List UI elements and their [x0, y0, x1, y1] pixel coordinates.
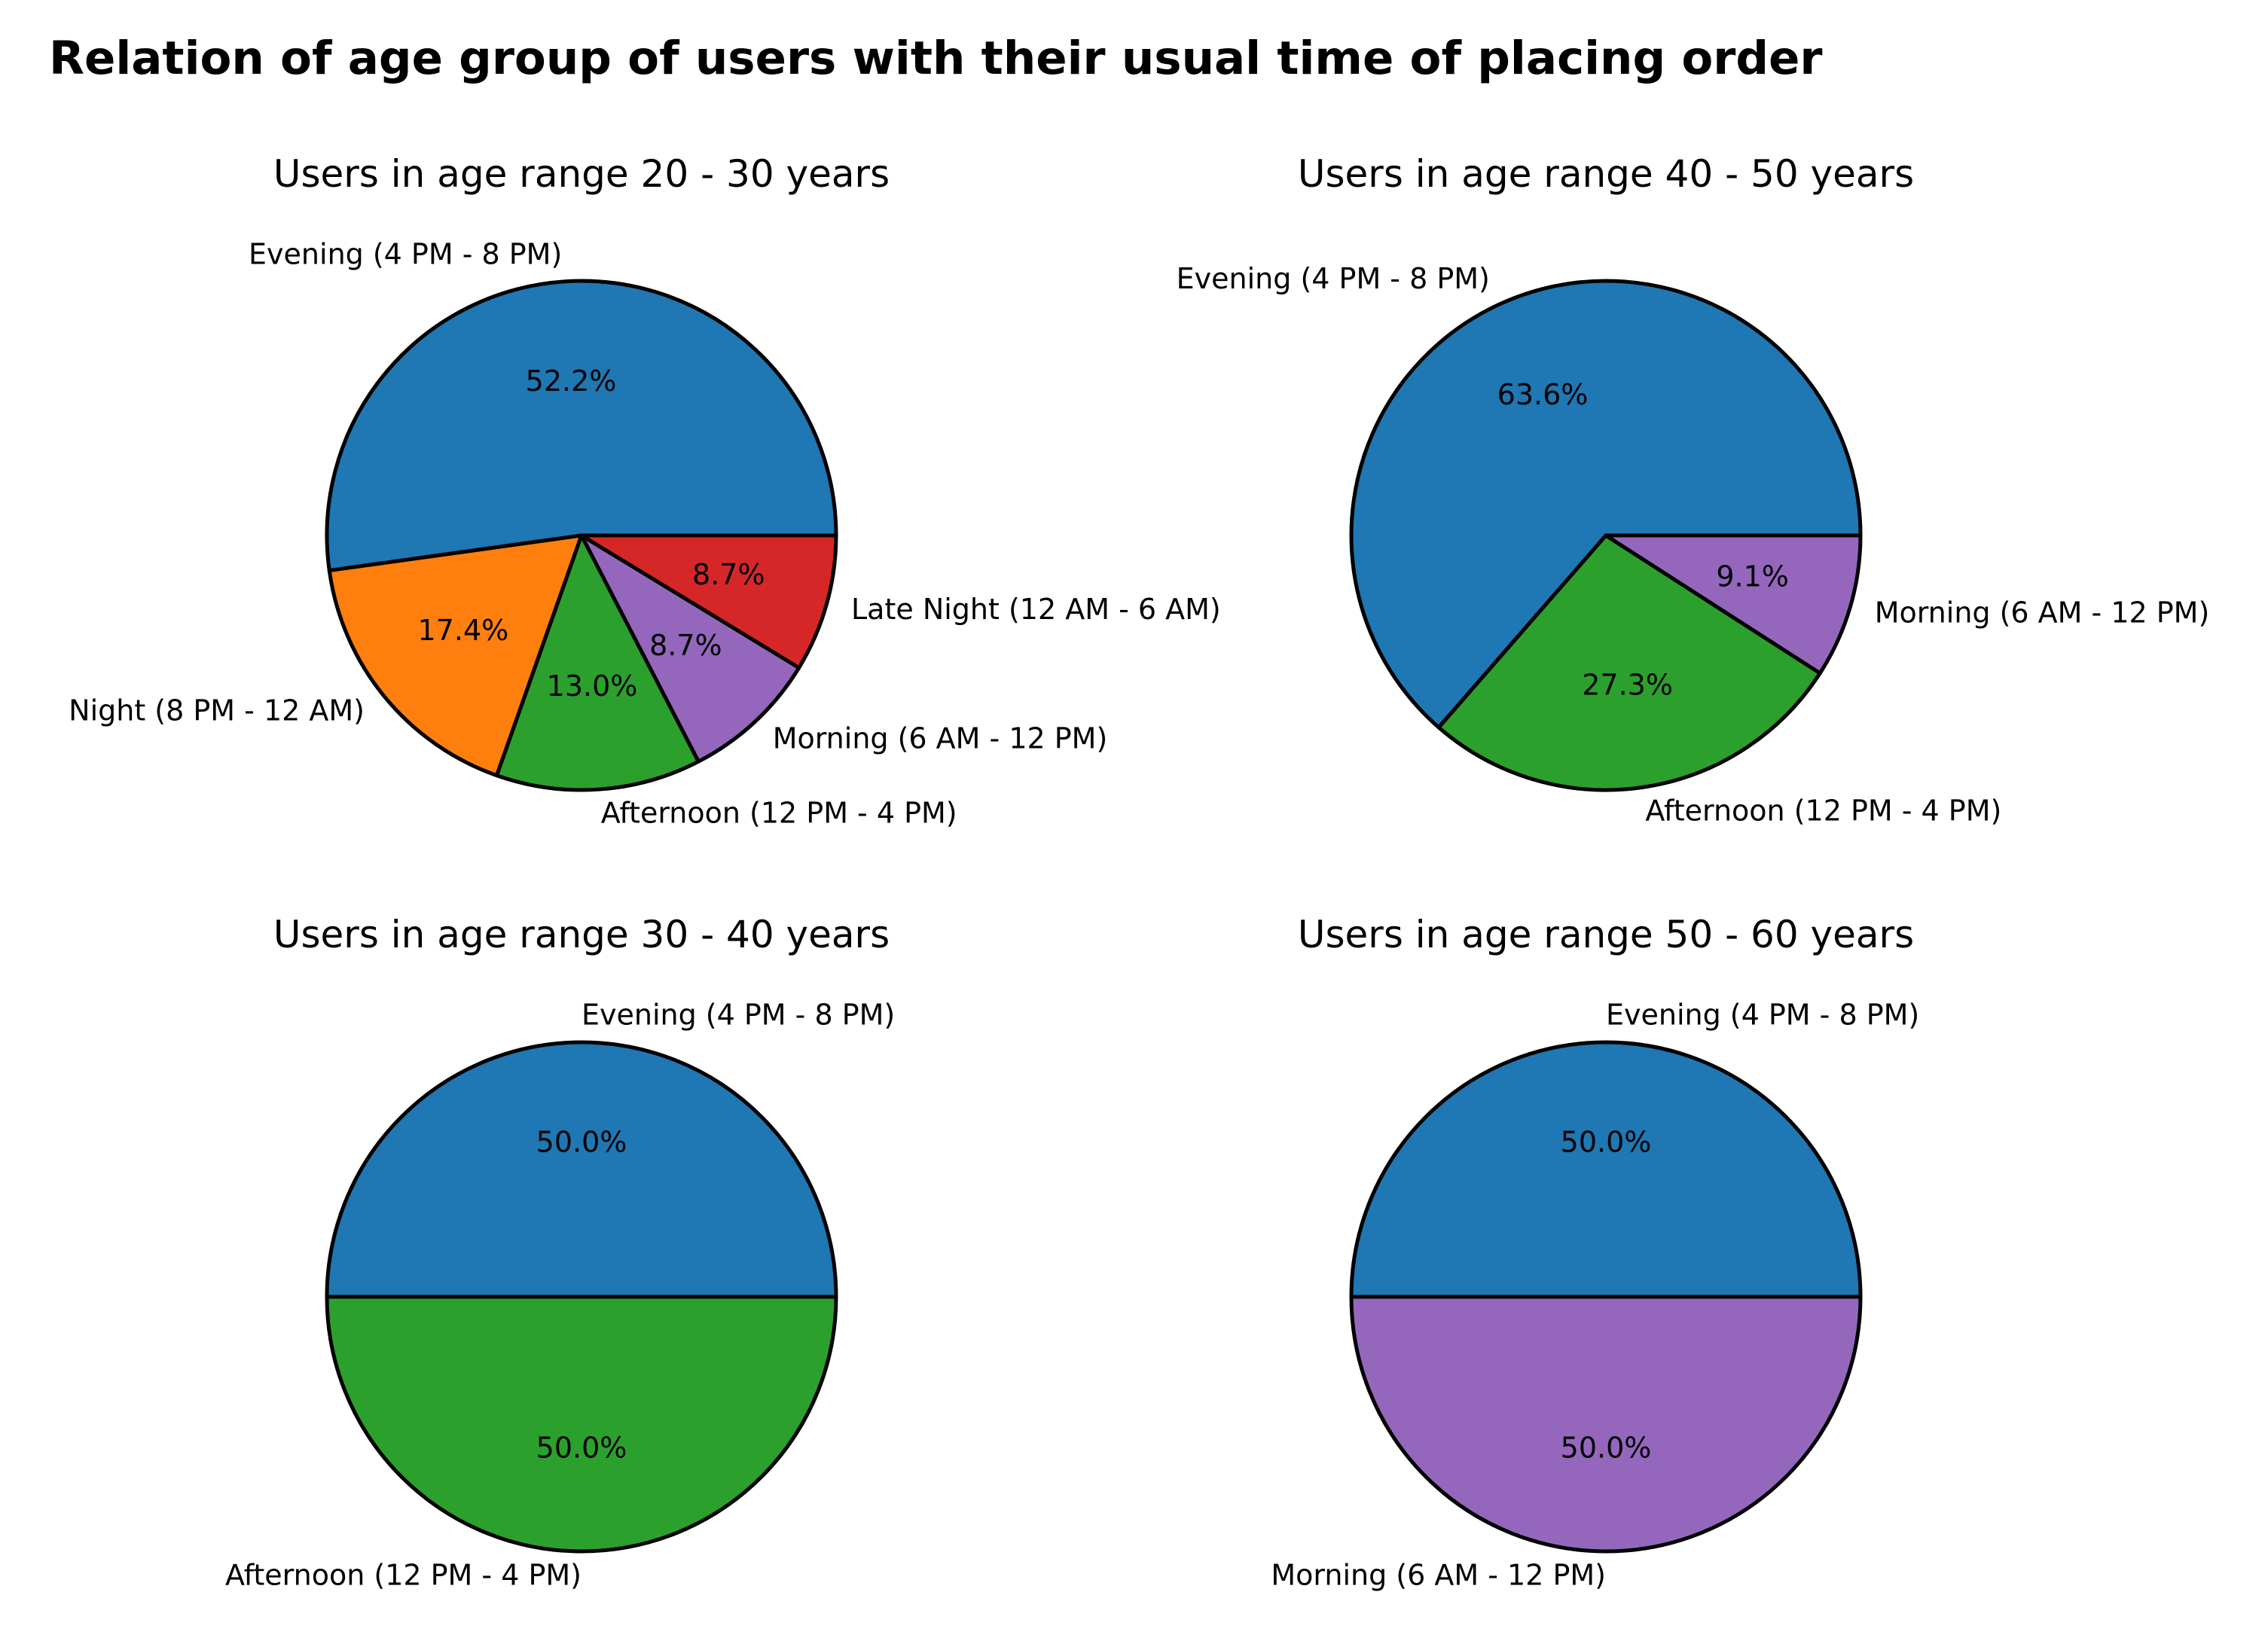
pie-slice [579, 533, 801, 764]
slice-percent-label: 63.6% [1497, 378, 1589, 411]
pie-slice [1349, 1295, 1863, 1554]
slice-percent-label: 17.4% [418, 614, 509, 647]
slice-label: Afternoon (12 PM - 4 PM) [601, 796, 957, 829]
slice-label: Afternoon (12 PM - 4 PM) [225, 1558, 581, 1591]
pie-slice [579, 533, 838, 670]
slice-label: Evening (4 PM - 8 PM) [1177, 262, 1490, 295]
pie-panel-4: Users in age range 50 - 60 years Evening … [1271, 913, 1919, 1591]
pie-slice [1349, 279, 1863, 730]
slice-percent-label: 50.0% [536, 1431, 627, 1464]
slice-label: Evening (4 PM - 8 PM) [249, 238, 562, 271]
pie-panel-3: Users in age range 30 - 40 years Evening … [225, 913, 895, 1591]
slice-percent-label: 8.7% [692, 558, 765, 591]
pie-title: Users in age range 20 - 30 years [273, 152, 890, 196]
slice-percent-label: 13.0% [547, 669, 638, 703]
pie-panel-1: Users in age range 20 - 30 years Evening … [69, 152, 1221, 829]
slice-label: Evening (4 PM - 8 PM) [581, 999, 895, 1032]
slice-percent-label: 50.0% [1561, 1431, 1652, 1464]
pie-slice [325, 1040, 838, 1299]
slice-label: Late Night (12 AM - 6 AM) [851, 593, 1221, 626]
slice-label: Afternoon (12 PM - 4 PM) [1645, 795, 2001, 828]
slice-label: Night (8 PM - 12 AM) [69, 694, 365, 727]
slice-label: Morning (6 AM - 12 PM) [773, 721, 1108, 755]
slice-label: Evening (4 PM - 8 PM) [1606, 999, 1919, 1032]
pie-title: Users in age range 30 - 40 years [273, 913, 890, 956]
slice-percent-label: 27.3% [1582, 668, 1673, 701]
pie-panels: Users in age range 20 - 30 years Evening … [69, 152, 2209, 1591]
slice-percent-label: 52.2% [526, 364, 617, 398]
pie-panel-2: Users in age range 40 - 50 years Evening … [1177, 152, 2210, 828]
pie-slice [1436, 533, 1822, 792]
pie-slice [1604, 533, 1863, 676]
pie-slice [327, 533, 584, 778]
pie-slice [325, 1295, 838, 1554]
slice-percent-label: 8.7% [649, 629, 722, 662]
slice-label: Morning (6 AM - 12 PM) [1271, 1558, 1606, 1591]
pie-slice [1349, 1040, 1863, 1299]
pie-slice [495, 533, 701, 792]
pie-title: Users in age range 40 - 50 years [1298, 152, 1914, 196]
slice-percent-label: 50.0% [1561, 1126, 1652, 1159]
pie-slice [325, 279, 838, 573]
figure-title: Relation of age group of users with thei… [49, 32, 1823, 85]
slice-label: Morning (6 AM - 12 PM) [1875, 596, 2210, 629]
slice-percent-label: 9.1% [1716, 560, 1789, 593]
pie-title: Users in age range 50 - 60 years [1298, 913, 1914, 956]
slice-percent-label: 50.0% [536, 1126, 627, 1159]
